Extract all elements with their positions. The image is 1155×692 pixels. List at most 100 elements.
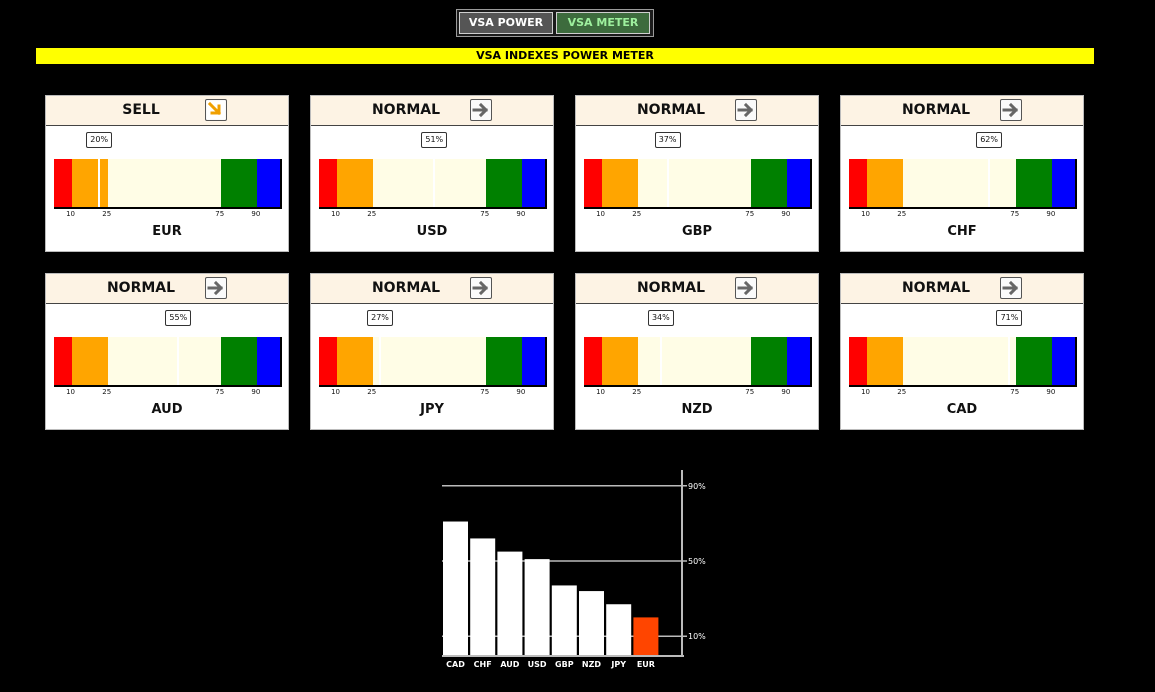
gauge-tick-label: 75 bbox=[215, 388, 225, 396]
gauge-tick-label: 10 bbox=[596, 210, 605, 218]
gauge-tick-label: 75 bbox=[1010, 210, 1020, 218]
view-tabs: VSA POWER VSA METER bbox=[456, 9, 654, 37]
tab-vsa-power[interactable]: VSA POWER bbox=[459, 12, 553, 34]
x-tick-label: USD bbox=[528, 660, 547, 669]
signal-label: SELL bbox=[122, 102, 160, 118]
gauge-zone bbox=[787, 337, 810, 385]
tab-vsa-meter[interactable]: VSA METER bbox=[556, 12, 650, 34]
gauge-tick-label: 90 bbox=[251, 388, 261, 396]
currency-code: EUR bbox=[152, 224, 182, 239]
gauge-tick-label: 75 bbox=[480, 210, 490, 218]
gauge-tick-label: 10 bbox=[66, 388, 75, 396]
meter-card-header: NORMAL bbox=[311, 96, 553, 126]
gauge-marker bbox=[988, 159, 991, 207]
bar-usd bbox=[524, 559, 550, 655]
signal-label: NORMAL bbox=[636, 280, 706, 296]
signal-label: NORMAL bbox=[901, 280, 971, 296]
gauge-tick-label: 10 bbox=[861, 210, 870, 218]
percent-callout: 20% bbox=[86, 132, 113, 148]
meter-card-jpy: NORMAL 27% 10 25 75 90 JPY bbox=[310, 273, 554, 430]
right-arrow-icon[interactable] bbox=[1000, 99, 1022, 121]
gauge-tick-label: 75 bbox=[480, 388, 490, 396]
y-tick-label: 10% bbox=[688, 632, 706, 641]
gauge-tick-label: 10 bbox=[331, 210, 340, 218]
gauge-zone bbox=[319, 159, 338, 207]
meter-card-chf: NORMAL 62% 10 25 75 90 CHF bbox=[840, 95, 1084, 252]
power-gauge bbox=[849, 159, 1077, 209]
gauge-marker bbox=[98, 159, 101, 207]
bar-cad bbox=[443, 521, 468, 655]
gauge-zone bbox=[751, 337, 788, 385]
gauge-tick-label: 10 bbox=[596, 388, 605, 396]
percent-callout: 34% bbox=[647, 310, 674, 326]
bar-eur bbox=[633, 617, 659, 655]
gauge-zone bbox=[522, 337, 545, 385]
currency-code: GBP bbox=[681, 224, 713, 239]
power-gauge bbox=[54, 159, 282, 209]
gauge-zone bbox=[602, 337, 639, 385]
x-tick-label: CAD bbox=[446, 660, 465, 669]
currency-code: USD bbox=[416, 224, 448, 239]
meter-card-gbp: NORMAL 37% 10 25 75 90 GBP bbox=[575, 95, 819, 252]
gauge-tick-label: 90 bbox=[781, 210, 791, 218]
gauge-tick-label: 75 bbox=[745, 210, 755, 218]
x-tick-label: EUR bbox=[637, 660, 655, 669]
meter-card-header: NORMAL bbox=[576, 96, 818, 126]
gauge-zone bbox=[373, 159, 487, 207]
currency-code: JPY bbox=[420, 402, 444, 417]
gauge-zone bbox=[54, 337, 73, 385]
gauge-zone bbox=[221, 337, 258, 385]
gauge-tick-label: 90 bbox=[781, 388, 791, 396]
right-arrow-icon[interactable] bbox=[735, 277, 757, 299]
gauge-zone bbox=[486, 337, 523, 385]
gauge-zone bbox=[221, 159, 258, 207]
gauge-tick-label: 25 bbox=[632, 210, 642, 218]
gauge-tick-label: 25 bbox=[632, 388, 642, 396]
gauge-zone bbox=[72, 159, 109, 207]
down-right-arrow-icon[interactable] bbox=[205, 99, 227, 121]
x-tick-label: NZD bbox=[582, 660, 601, 669]
gauge-tick-label: 10 bbox=[861, 388, 870, 396]
right-arrow-icon[interactable] bbox=[470, 277, 492, 299]
gauge-zone bbox=[337, 159, 374, 207]
gauge-tick-label: 90 bbox=[251, 210, 261, 218]
signal-label: NORMAL bbox=[371, 280, 441, 296]
meter-card-header: NORMAL bbox=[46, 274, 288, 304]
power-gauge bbox=[584, 159, 812, 209]
right-arrow-icon[interactable] bbox=[1000, 277, 1022, 299]
power-gauge bbox=[849, 337, 1077, 387]
gauge-tick-label: 75 bbox=[215, 210, 225, 218]
signal-label: NORMAL bbox=[636, 102, 706, 118]
gauge-zone bbox=[108, 337, 222, 385]
gauge-marker bbox=[659, 337, 662, 385]
signal-label: NORMAL bbox=[371, 102, 441, 118]
x-tick-label: JPY bbox=[610, 660, 626, 669]
right-arrow-icon[interactable] bbox=[735, 99, 757, 121]
x-tick-label: CHF bbox=[474, 660, 492, 669]
bar-chf bbox=[470, 538, 496, 655]
meter-card-header: NORMAL bbox=[576, 274, 818, 304]
percent-callout: 51% bbox=[421, 132, 448, 148]
gauge-zone bbox=[638, 159, 752, 207]
gauge-zone bbox=[751, 159, 788, 207]
gauge-zone bbox=[867, 159, 904, 207]
right-arrow-icon[interactable] bbox=[205, 277, 227, 299]
gauge-zone bbox=[54, 159, 73, 207]
gauge-zone bbox=[319, 337, 338, 385]
gauge-tick-label: 75 bbox=[1010, 388, 1020, 396]
gauge-zone bbox=[1016, 337, 1053, 385]
gauge-tick-label: 25 bbox=[367, 210, 377, 218]
bar-aud bbox=[497, 551, 523, 655]
meter-card-eur: SELL 20% 10 25 75 90 EUR bbox=[45, 95, 289, 252]
right-arrow-icon[interactable] bbox=[470, 99, 492, 121]
gauge-zone bbox=[108, 159, 222, 207]
gauge-zone bbox=[787, 159, 810, 207]
gauge-tick-label: 10 bbox=[331, 388, 340, 396]
gauge-zone bbox=[602, 159, 639, 207]
gauge-zone bbox=[1016, 159, 1053, 207]
percent-callout: 71% bbox=[996, 310, 1023, 326]
gauge-tick-label: 90 bbox=[1046, 210, 1056, 218]
gauge-zone bbox=[903, 337, 1017, 385]
gauge-zone bbox=[849, 159, 868, 207]
x-tick-label: AUD bbox=[500, 660, 519, 669]
